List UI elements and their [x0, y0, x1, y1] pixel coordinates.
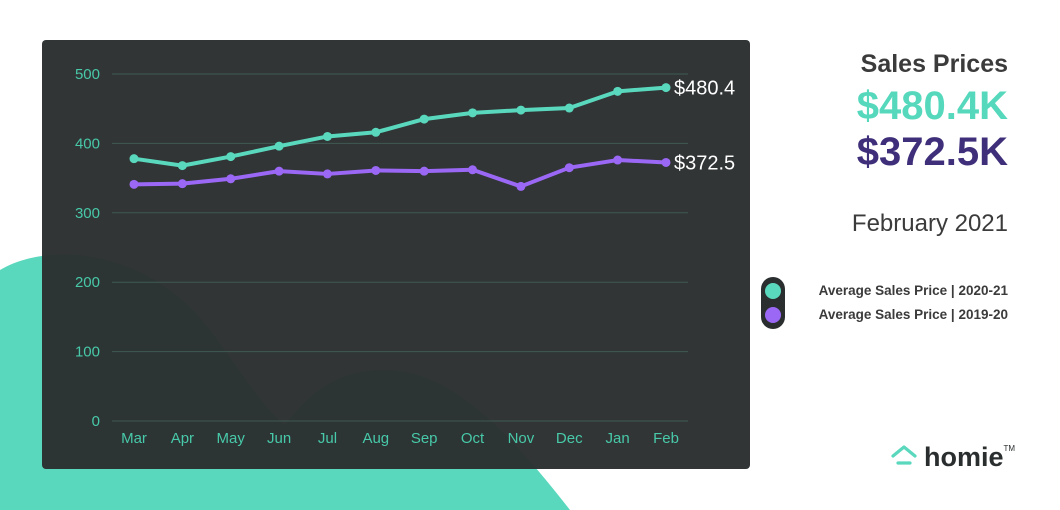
data-point	[226, 174, 236, 184]
chart-title: Sales Prices	[860, 50, 1008, 78]
y-tick-label: 300	[75, 205, 100, 222]
data-point	[371, 127, 381, 137]
y-tick-label: 200	[75, 274, 100, 291]
homie-logo: homie TM	[890, 440, 1015, 474]
data-point	[613, 86, 623, 96]
trademark-symbol: TM	[1003, 444, 1016, 453]
data-point	[419, 114, 429, 124]
data-point	[129, 179, 139, 189]
data-point	[564, 163, 574, 173]
x-tick-label: Sep	[411, 430, 438, 447]
date-label: February 2021	[851, 210, 1008, 237]
x-tick-label: Aug	[362, 430, 389, 447]
data-point	[516, 105, 526, 115]
chart-panel	[42, 40, 750, 469]
x-tick-label: Oct	[461, 430, 485, 447]
x-tick-label: Nov	[508, 430, 535, 447]
current-price-value: $480.4K	[856, 84, 1008, 128]
x-tick-label: May	[217, 430, 246, 447]
x-tick-label: Feb	[653, 430, 679, 447]
data-point	[226, 152, 236, 162]
y-tick-label: 100	[75, 344, 100, 361]
data-point	[129, 154, 139, 164]
legend-marker-pill	[761, 277, 785, 329]
end-value-label: $372.5	[674, 152, 735, 174]
legend-item-current: Average Sales Price | 2020-21	[818, 283, 1008, 298]
series-line	[132, 85, 668, 168]
data-point	[419, 166, 429, 176]
x-tick-label: Jul	[318, 430, 337, 447]
data-point	[661, 83, 671, 93]
data-point	[177, 161, 187, 171]
series-line	[132, 158, 668, 189]
data-point	[322, 169, 332, 179]
line-chart: 0 100 200 300 400 500 Mar Apr May Jun Jul Aug Sep Oct…	[75, 66, 735, 447]
y-tick-label: 0	[92, 413, 100, 430]
y-tick-label: 500	[75, 66, 100, 83]
x-tick-label: Jan	[606, 430, 630, 447]
data-point	[564, 103, 574, 113]
data-point	[177, 179, 187, 189]
x-tick-label: Apr	[171, 430, 194, 447]
prior-price-value: $372.5K	[856, 130, 1008, 174]
x-tick-label: Jun	[267, 430, 291, 447]
legend-marker-current	[765, 283, 781, 299]
data-point	[274, 141, 284, 151]
data-point	[322, 131, 332, 141]
logo-wordmark: homie	[924, 441, 1004, 472]
data-point	[274, 166, 284, 176]
x-tick-label: Dec	[556, 430, 583, 447]
data-point	[661, 157, 671, 167]
data-point	[371, 165, 381, 175]
data-point	[468, 108, 478, 118]
y-tick-label: 400	[75, 135, 100, 152]
house-icon	[891, 445, 917, 465]
x-tick-label: Mar	[121, 430, 147, 447]
data-point	[468, 165, 478, 175]
legend-marker-prior	[765, 307, 781, 323]
end-value-label: $480.4	[674, 78, 735, 100]
legend-item-prior: Average Sales Price | 2019-20	[818, 307, 1008, 322]
data-point	[613, 155, 623, 165]
data-point	[516, 181, 526, 191]
